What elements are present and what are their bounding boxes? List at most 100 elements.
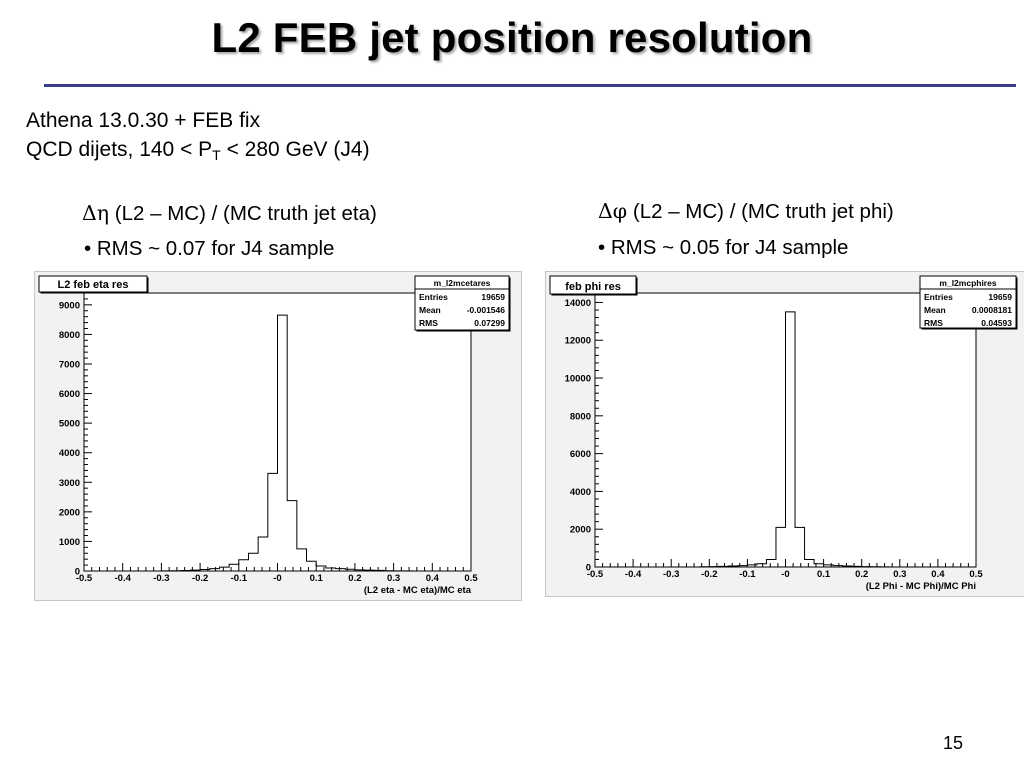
- stats-box-name: m_l2mcphires: [939, 278, 996, 288]
- subtitle-software-version: Athena 13.0.30 + FEB fix: [26, 109, 261, 132]
- y-tick-label: 1000: [59, 537, 80, 548]
- stats-label: Mean: [924, 305, 946, 315]
- histogram-bin: [287, 501, 297, 571]
- histogram-outline: [595, 311, 976, 568]
- y-tick-label: 0: [586, 563, 591, 574]
- histogram-bin: [719, 566, 729, 567]
- histogram-bin: [795, 527, 805, 567]
- phi-resolution-histogram-canvas: -0.5 -0.4 -0.3 -0.2 -0.1 -0 0.1 0.2 0.3 0.4 0.5 0 20…: [545, 271, 1024, 597]
- histogram-bin: [219, 567, 229, 571]
- histogram-bin: [757, 564, 767, 567]
- y-tick-label: 5000: [59, 419, 80, 430]
- eta-resolution-histogram-canvas: -0.5 -0.4 -0.3 -0.2 -0.1 -0 0.1 0.2 0.3 0.4 0.5 0 10…: [34, 271, 522, 601]
- delta-phi-symbol: Δφ: [598, 199, 628, 223]
- x-tick-label: -0.5: [587, 569, 604, 580]
- histogram-bin: [728, 566, 738, 567]
- left-panel-rms-bullet: • RMS ~ 0.07 for J4 sample: [84, 237, 335, 260]
- y-tick-label: 6000: [59, 389, 80, 400]
- left-panel-description: (L2 – MC) / (MC truth jet eta): [109, 202, 377, 225]
- y-tick-label: 2000: [570, 525, 591, 536]
- subtitle-sample-suffix: < 280 GeV (J4): [220, 138, 370, 161]
- x-tick-label: 0.2: [855, 569, 868, 580]
- y-tick-label: 9000: [59, 300, 80, 311]
- stats-label: Entries: [924, 292, 953, 302]
- histogram-bin: [297, 549, 307, 571]
- stats-box: [919, 275, 1017, 329]
- stats-box-name: m_l2mcetares: [434, 278, 491, 288]
- x-axis-label: (L2 eta - MC eta)/MC eta: [364, 585, 472, 596]
- x-tick-label: -0.2: [701, 569, 717, 580]
- histogram-bin: [766, 559, 776, 567]
- stats-label: Mean: [419, 305, 441, 315]
- y-tick-label: 10000: [565, 374, 591, 385]
- histogram-outline: [84, 314, 471, 572]
- y-tick-label: 6000: [570, 449, 591, 460]
- subtitle-pt-subscript: T: [212, 147, 221, 163]
- x-tick-label: -0.5: [76, 573, 93, 584]
- x-tick-label: -0.3: [153, 573, 169, 584]
- histogram-bin: [336, 569, 346, 571]
- stats-value: 0.07299: [474, 318, 505, 328]
- stats-value: -0.001546: [467, 305, 506, 315]
- x-tick-label: 0.4: [426, 573, 440, 584]
- histogram-svg: -0.5 -0.4 -0.3 -0.2 -0.1 -0 0.1 0.2 0.3 0.4 0.5 0 20…: [549, 275, 1018, 592]
- histogram-title: L2 feb eta res: [58, 279, 129, 291]
- x-tick-label: 0.1: [310, 573, 324, 584]
- histogram-bin: [268, 473, 278, 571]
- stats-value: 19659: [988, 292, 1012, 302]
- x-tick-label: -0.3: [663, 569, 679, 580]
- y-tick-label: 2000: [59, 507, 80, 518]
- y-tick-label: 4000: [59, 448, 80, 459]
- slide-title: L2 FEB jet position resolution: [211, 14, 813, 61]
- y-tick-label: 8000: [59, 330, 80, 341]
- histogram-svg: -0.5 -0.4 -0.3 -0.2 -0.1 -0 0.1 0.2 0.3 0.4 0.5 0 10…: [38, 275, 511, 596]
- stats-value: 0.0008181: [972, 305, 1012, 315]
- histogram-bin: [805, 559, 815, 567]
- histogram-title: feb phi res: [565, 281, 621, 293]
- stats-label: RMS: [419, 318, 438, 328]
- stats-label: Entries: [419, 292, 448, 302]
- histogram-bin: [258, 537, 268, 571]
- title-box: [38, 275, 148, 293]
- x-tick-label: 0.3: [893, 569, 906, 580]
- y-tick-label: 12000: [565, 336, 591, 347]
- x-tick-label: -0: [781, 569, 789, 580]
- x-tick-label: 0.1: [817, 569, 831, 580]
- stats-label: RMS: [924, 318, 943, 328]
- right-panel-heading: Δφ (L2 – MC) / (MC truth jet phi): [598, 199, 894, 224]
- y-tick-label: 3000: [59, 478, 80, 489]
- page-number: 15: [942, 733, 963, 753]
- right-panel-description: (L2 – MC) / (MC truth jet phi): [627, 200, 894, 223]
- histogram-bin: [776, 527, 786, 567]
- subtitle-sample-prefix: QCD dijets, 140 < P: [26, 138, 213, 161]
- histogram-bin: [248, 553, 258, 571]
- stats-box: [414, 275, 510, 331]
- histogram-bin: [833, 566, 843, 567]
- subtitle-sample-description: QCD dijets, 140 < PT < 280 GeV (J4): [26, 136, 370, 169]
- x-tick-label: -0: [273, 573, 281, 584]
- x-tick-label: 0.5: [464, 573, 478, 584]
- stats-value: 0.04593: [981, 318, 1012, 328]
- histogram-bin: [365, 570, 375, 571]
- x-tick-label: 0.3: [387, 573, 400, 584]
- y-tick-label: 7000: [59, 359, 80, 370]
- title-divider: [44, 84, 1016, 87]
- histogram-bin: [326, 568, 336, 571]
- x-tick-label: 0.2: [348, 573, 361, 584]
- y-tick-label: 0: [75, 567, 80, 578]
- delta-eta-symbol: Δη: [82, 201, 110, 225]
- left-panel-heading: Δη (L2 – MC) / (MC truth jet eta): [82, 201, 377, 226]
- x-tick-label: -0.2: [192, 573, 208, 584]
- histogram-bin: [786, 312, 796, 567]
- stats-value: 19659: [481, 292, 505, 302]
- x-tick-label: 0.4: [931, 569, 945, 580]
- y-tick-label: 8000: [570, 411, 591, 422]
- right-panel-rms-bullet: • RMS ~ 0.05 for J4 sample: [598, 236, 849, 259]
- x-tick-label: -0.1: [739, 569, 756, 580]
- histogram-bin: [374, 570, 384, 571]
- x-axis-label: (L2 Phi - MC Phi)/MC Phi: [866, 581, 976, 592]
- y-tick-label: 14000: [565, 298, 591, 309]
- x-tick-label: -0.4: [115, 573, 132, 584]
- histogram-bin: [278, 315, 288, 571]
- x-tick-label: -0.1: [231, 573, 248, 584]
